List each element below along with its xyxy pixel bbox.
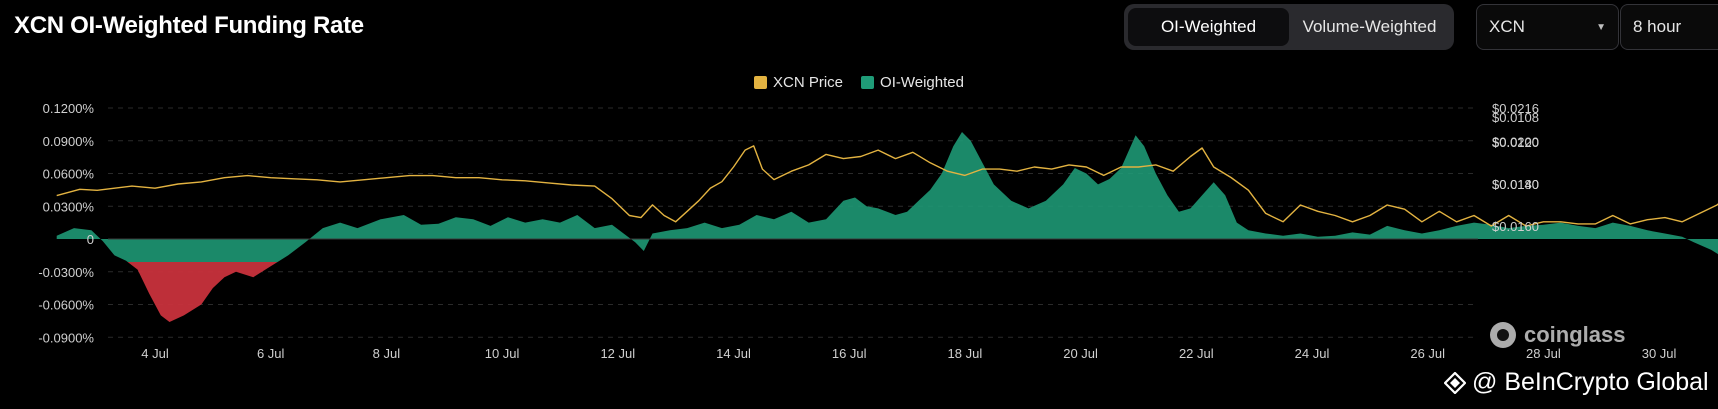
x-axis: 4 Jul 6 Jul 8 Jul 10 Jul 12 Jul 14 Jul 16 Jul 1… [141,346,1677,361]
grid [108,107,1478,338]
tab-oi-weighted[interactable]: OI-Weighted [1128,8,1289,46]
legend-swatch-oi-weighted [861,76,875,89]
diamond-icon [1444,371,1466,394]
beincrypto-watermark-text: @ BeInCrypto Global [1472,368,1709,396]
x-tick-label: 24 Jul [1295,346,1330,361]
x-tick-label: 28 Jul [1526,346,1561,361]
legend-swatch-price [754,76,768,89]
legend-label-price: XCN Price [773,74,844,91]
y-left-tick-label: -0.0600% [38,298,94,313]
legend-item-oi-weighted[interactable]: OI-Weighted [861,74,964,91]
y-axis-left: 0.1200% 0.0900% 0.0600% 0.0300% 0 -0.0300% -0.… [38,101,94,345]
y-left-tick-label: 0.0300% [43,199,95,214]
x-tick-label: 26 Jul [1410,346,1445,361]
y-right-tick-label: $0.0180 [1492,177,1539,192]
x-tick-label: 30 Jul [1642,346,1677,361]
tab-volume-weighted[interactable]: Volume-Weighted [1302,17,1437,36]
y-right-tick-label: $0.0120 [1492,135,1539,150]
y-right-tick-label: $0.0140 [1492,177,1539,192]
y-axis-right: $0.0216 $0.0200 $0.0180 $0.0160 $0.0140 $0.01… [1492,101,1539,234]
legend-item-price[interactable]: XCN Price [754,74,843,91]
x-tick-label: 6 Jul [257,346,285,361]
x-tick-label: 10 Jul [485,346,520,361]
interval-select[interactable]: 8 hour [1620,4,1718,50]
coin-select[interactable]: XCN ▼ [1476,4,1619,50]
coin-select-value: XCN [1489,17,1525,36]
funding-area-negative [127,262,278,322]
coinglass-watermark-text: coinglass [1524,322,1626,347]
price-line [56,145,1718,227]
y-right-tick-label: $0.0216 [1492,101,1539,116]
y-left-tick-label: -0.0900% [38,330,94,345]
page-title: XCN OI-Weighted Funding Rate [14,12,364,39]
y-left-tick-label: 0 [87,232,94,247]
caret-down-icon: ▼ [1596,21,1606,33]
legend-label-oi-weighted: OI-Weighted [880,74,964,91]
x-tick-label: 8 Jul [373,346,401,361]
y-left-tick-label: 0.0900% [43,134,95,149]
y-left-tick-label: 0.0600% [43,167,95,182]
coinglass-logo-icon [1490,322,1516,348]
coinglass-watermark: coinglass [1488,320,1625,350]
x-tick-label: 12 Jul [600,346,635,361]
weighting-toggle: OI-Weighted Volume-Weighted [1124,4,1454,50]
beincrypto-watermark: @ BeInCrypto Global [1444,368,1709,397]
chart-legend: XCN Price OI-Weighted [0,74,1718,91]
x-tick-label: 14 Jul [716,346,751,361]
y-right-tick-label: $0.0200 [1492,135,1539,150]
x-tick-label: 18 Jul [948,346,983,361]
y-right-tick-label: $0.0108 [1492,110,1539,125]
x-tick-label: 4 Jul [141,346,169,361]
y-left-tick-label: 0.1200% [43,101,95,116]
funding-area [56,132,1718,322]
y-left-tick-label: -0.0300% [38,265,94,280]
interval-select-value: 8 hour [1633,17,1682,36]
funding-area-positive [56,132,1718,262]
x-tick-label: 16 Jul [832,346,867,361]
x-tick-label: 22 Jul [1179,346,1214,361]
x-tick-label: 20 Jul [1063,346,1098,361]
price-series-line [56,145,1718,227]
y-right-tick-label: $0.0160 [1492,219,1539,234]
